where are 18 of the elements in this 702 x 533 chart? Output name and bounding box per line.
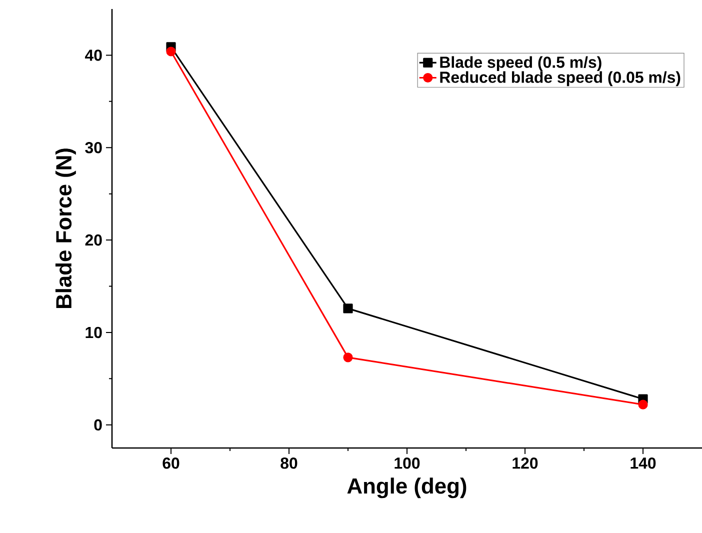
- x-tick-label: 60: [162, 458, 180, 469]
- legend-label: Blade speed (0.5 m/s): [440, 56, 602, 72]
- y-tick-label: 30: [85, 142, 102, 154]
- y-tick-label: 10: [86, 326, 102, 338]
- y-tick-label: 0: [94, 419, 102, 431]
- point: [166, 46, 176, 56]
- legend-label: Reduced blade speed (0.05 m/s): [440, 71, 680, 86]
- y-tick-label: 40: [84, 50, 102, 61]
- x-tick-label: 120: [512, 458, 538, 469]
- x-axis-title: Angle (deg): [347, 478, 466, 498]
- point: [343, 352, 353, 362]
- point: [343, 304, 353, 314]
- x-tick-label: 140: [630, 458, 656, 469]
- y-axis-title: Blade Force (N): [55, 148, 76, 308]
- x-tick-label: 80: [280, 458, 298, 469]
- x-tick-label: 100: [394, 458, 420, 469]
- y-tick-label: 20: [85, 234, 102, 246]
- point: [638, 400, 648, 410]
